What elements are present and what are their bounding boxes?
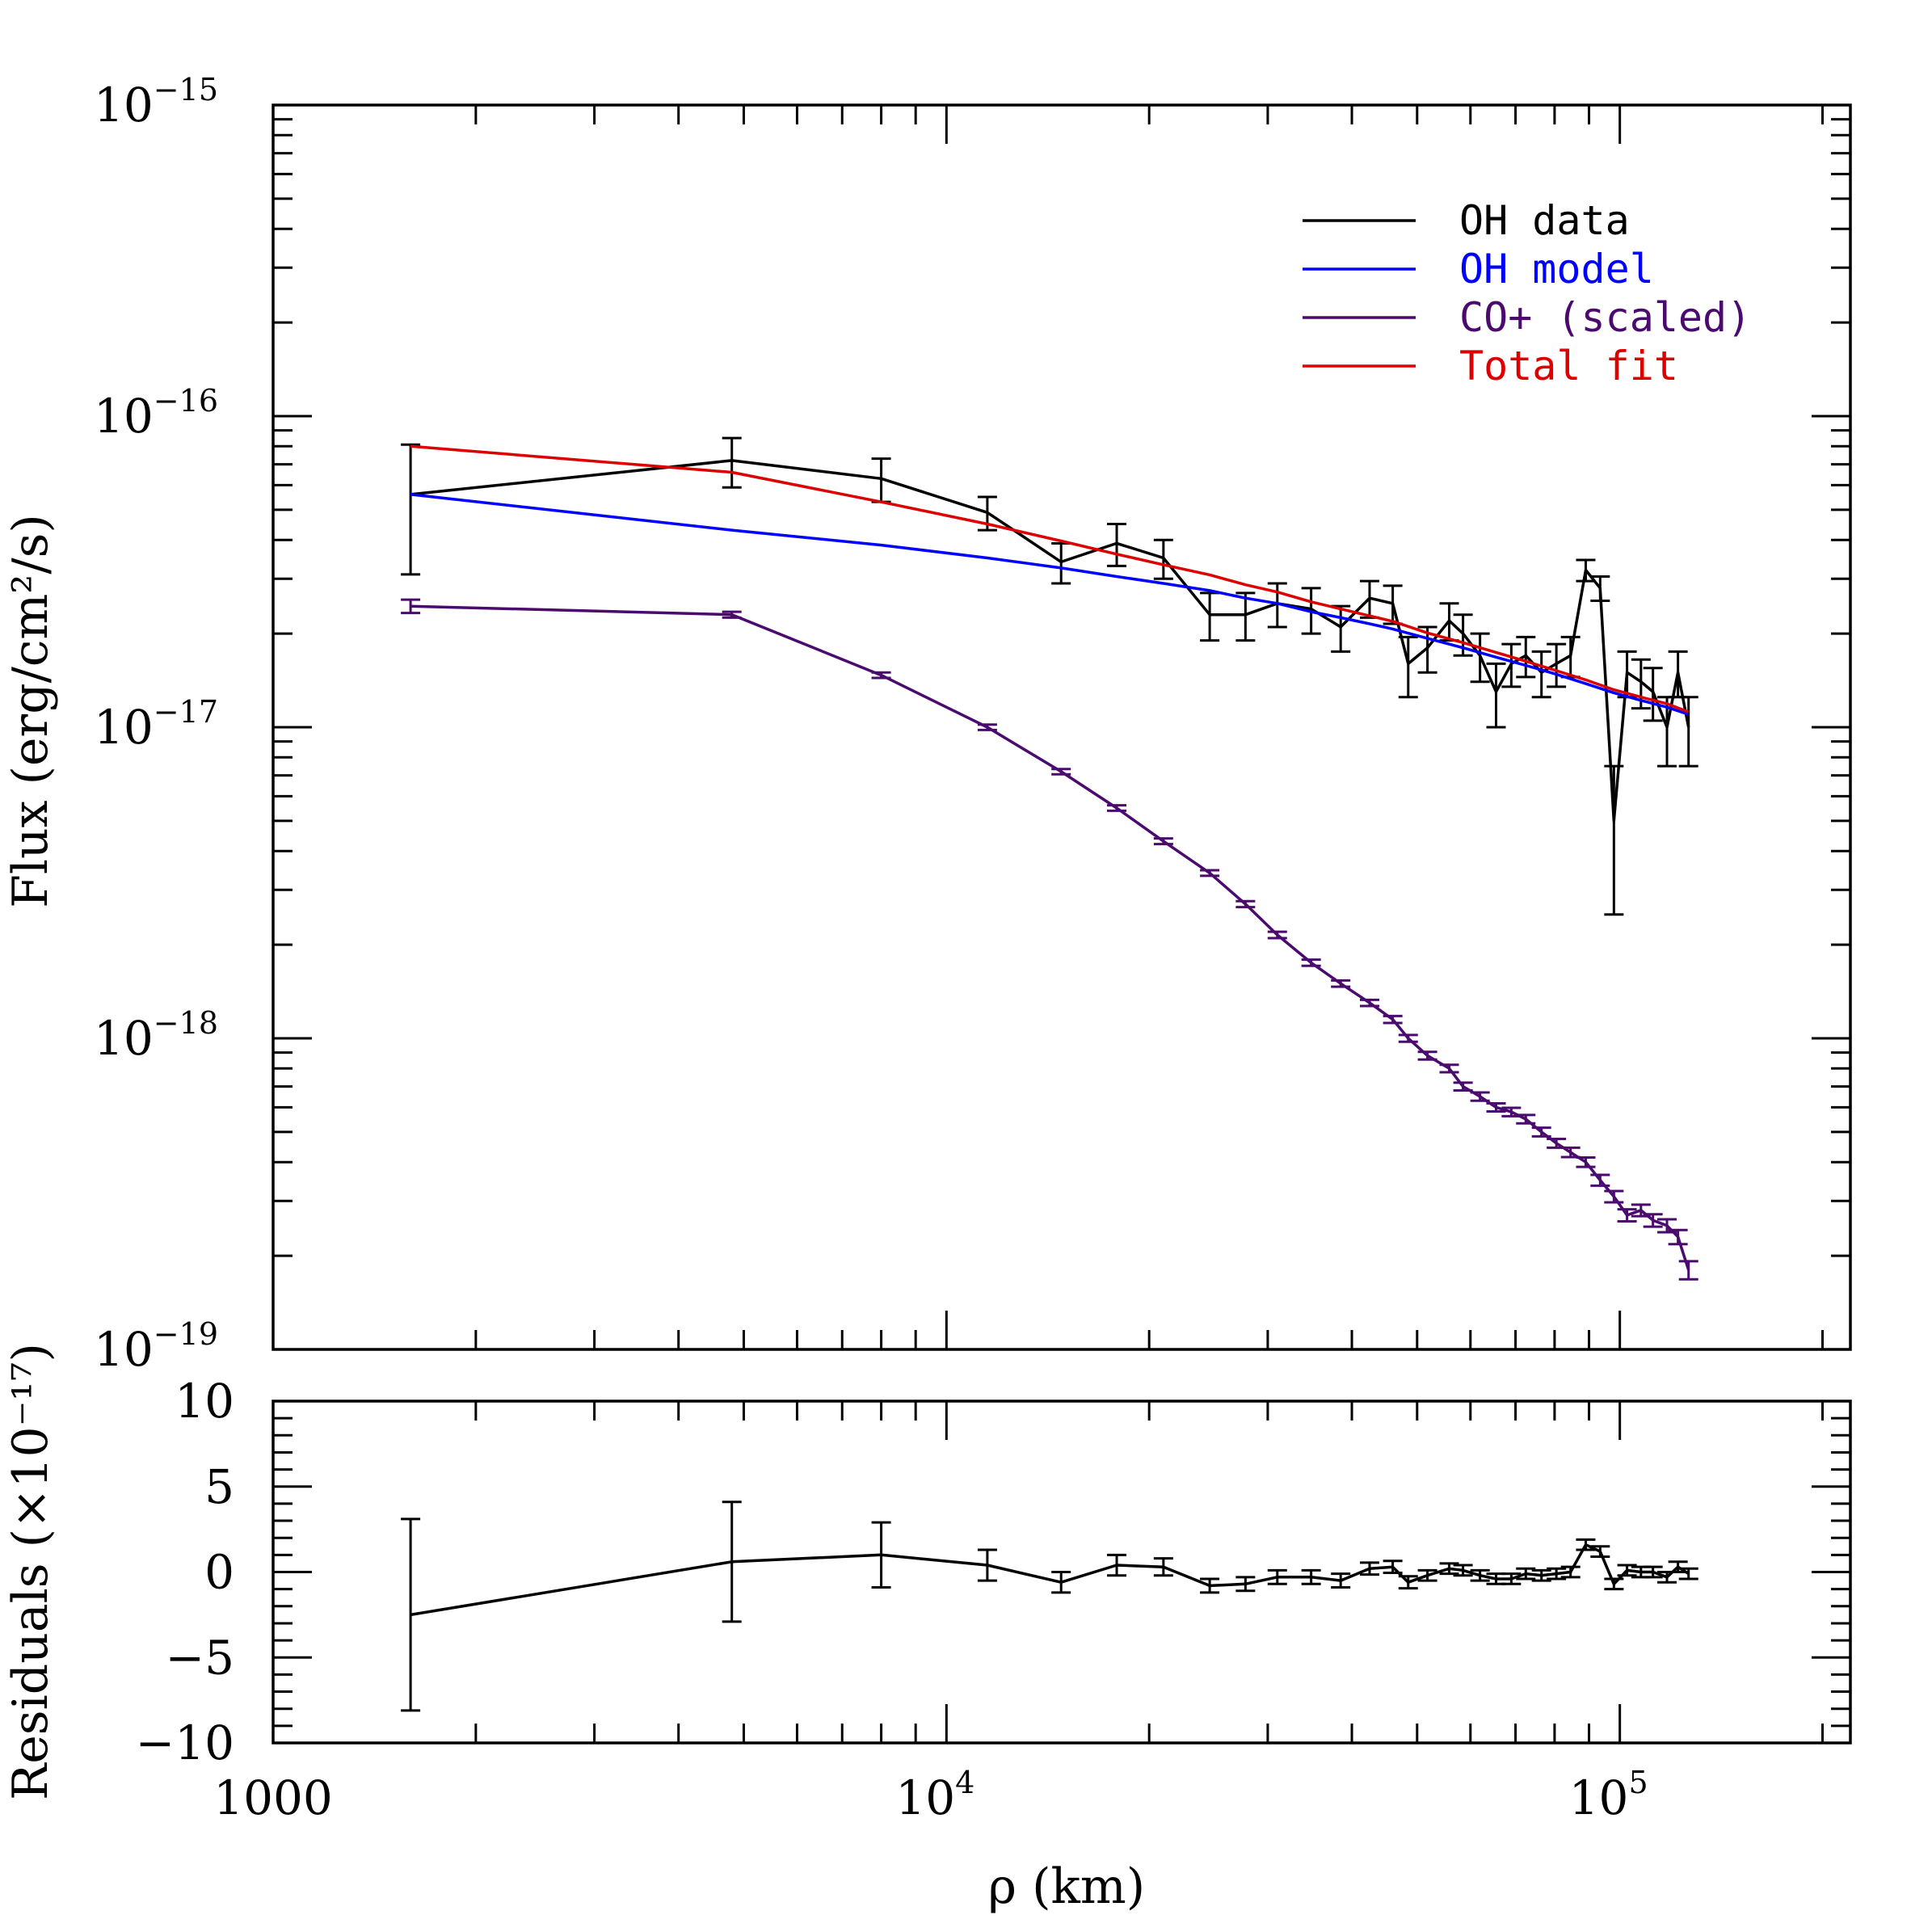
y-tick-label: 10−17: [94, 694, 218, 755]
series-residuals: [401, 1501, 1698, 1712]
y-tick-label: −10: [136, 1715, 234, 1770]
y-tick-label: 10−16: [94, 383, 218, 444]
legend-entry-label: OH data: [1459, 197, 1630, 244]
x-tick-label: 105: [1569, 1765, 1648, 1825]
y-tick-label: 10−19: [94, 1316, 218, 1377]
flux-plot-frame: [271, 103, 1852, 1351]
series-line: [410, 444, 1690, 713]
residuals-series-group: [401, 1501, 1698, 1712]
flux-panel: 10−15 10−16 10−17 10−18 10−19: [94, 72, 1852, 1377]
legend-entry-label: OH model: [1459, 246, 1654, 293]
y-tick-label: 10: [175, 1374, 234, 1429]
series-oh-data: [401, 436, 1698, 916]
y-tick-label: 5: [204, 1459, 234, 1514]
series-line: [410, 604, 1690, 1271]
flux-tick-labels: 10−15 10−16 10−17 10−18 10−19: [94, 72, 218, 1377]
x-tick-label: 104: [895, 1765, 974, 1825]
flux-series-group: [401, 436, 1698, 1281]
y-tick-label: −5: [166, 1630, 235, 1685]
legend-entry-label: Total fit: [1459, 343, 1678, 389]
y-tick-label: 0: [204, 1545, 234, 1600]
series-line: [410, 493, 1690, 716]
series-line: [410, 1543, 1690, 1617]
legend-entry-label: CO+ (scaled): [1459, 294, 1751, 341]
x-tick-label: 1000: [213, 1770, 333, 1825]
series-total-fit: [410, 444, 1690, 713]
series-co-scaled-: [401, 598, 1698, 1281]
y-tick-label: 10−18: [94, 1005, 218, 1066]
series-oh-model: [410, 493, 1690, 716]
x-axis-label: ρ (km): [988, 1858, 1145, 1915]
residuals-y-axis-label: Residuals (×10⁻¹⁷): [2, 1343, 59, 1800]
y-tick-label: 10−15: [94, 72, 218, 133]
residuals-plot-frame: [271, 1400, 1852, 1745]
series-line: [410, 459, 1690, 823]
flux-y-axis-label: Flux (erg/cm²/s): [2, 514, 59, 908]
